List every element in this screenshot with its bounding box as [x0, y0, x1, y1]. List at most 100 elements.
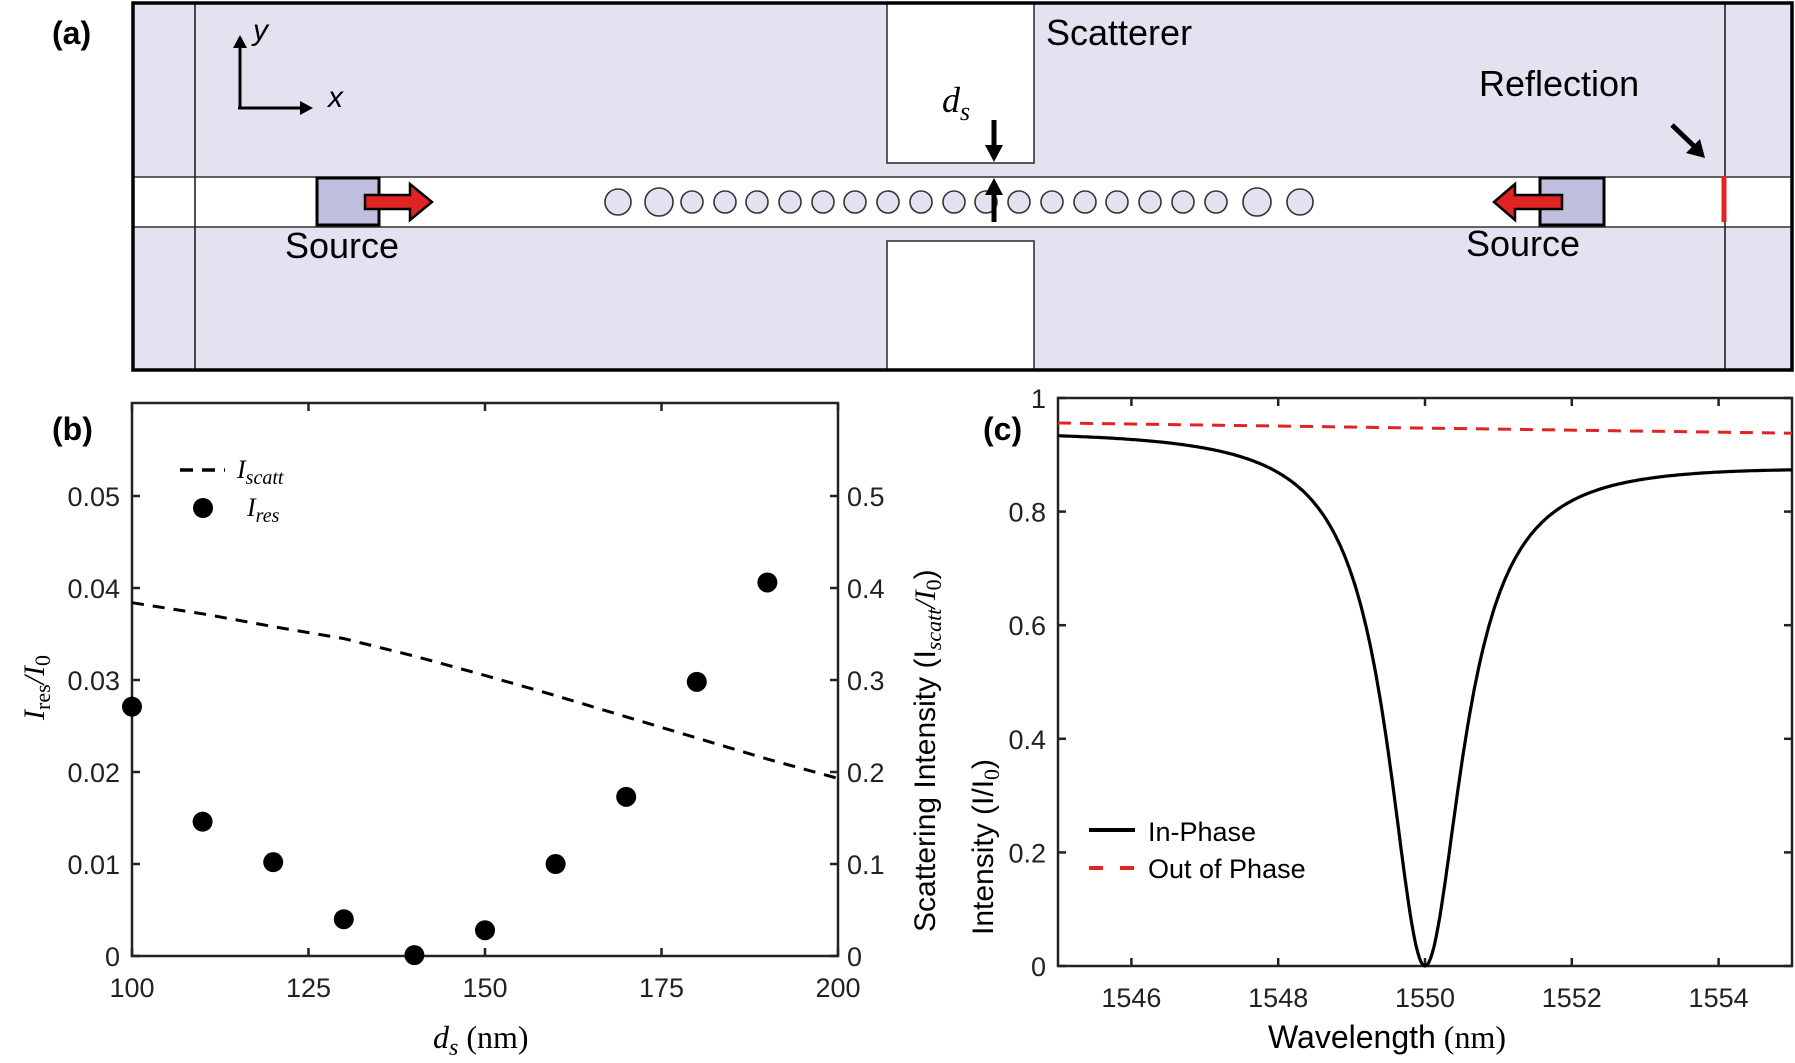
plot-b-ticks	[130, 403, 840, 958]
simulation-frame	[131, 1, 1794, 372]
reflection-pointer-arrow-icon	[1670, 123, 1705, 158]
x-tick-label: 1546	[1101, 983, 1161, 1013]
ires-marker	[686, 671, 707, 692]
source-right-label: Source	[1466, 223, 1580, 264]
plot-c-y-tick-labels: 0 0.2 0.4 0.6 0.8 1	[1008, 384, 1046, 982]
left-y-tick-label: 0.05	[67, 482, 120, 512]
x-tick-label: 1554	[1689, 983, 1749, 1013]
scatterer-label: Scatterer	[1046, 12, 1192, 53]
scatterer-top	[886, 2, 1035, 164]
x-tick-label: 1550	[1395, 983, 1455, 1013]
right-y-tick-label: 0.1	[847, 850, 885, 880]
x-tick-label: 175	[639, 973, 684, 1003]
plot-b-xlabel: ds (nm)	[433, 1019, 529, 1061]
ires-marker	[192, 811, 213, 832]
x-tick-label: 125	[286, 973, 331, 1003]
plot-c-xlabel: Wavelength (nm)	[1268, 1019, 1506, 1055]
plot-c-legend: In-Phase Out of Phase	[1089, 817, 1306, 884]
hole	[1286, 188, 1314, 216]
hole	[1204, 190, 1228, 214]
source-left-label: Source	[285, 225, 399, 266]
reflection-label: Reflection	[1479, 63, 1639, 104]
y-tick-label: 1	[1031, 384, 1046, 414]
panel-b-label: (b)	[52, 411, 93, 447]
left-y-tick-label: 0.04	[67, 574, 120, 604]
source-left	[315, 176, 381, 227]
hole	[876, 190, 900, 214]
coordinate-axes-icon	[233, 35, 313, 115]
x-tick-label: 150	[462, 973, 507, 1003]
hole	[1138, 190, 1162, 214]
legend-out-of-phase-label: Out of Phase	[1148, 854, 1306, 884]
hole	[745, 190, 769, 214]
hole	[713, 190, 737, 214]
hole	[1073, 190, 1097, 214]
legend-iscatt-label: Iscatt	[236, 455, 284, 489]
right-y-tick-label: 0	[847, 942, 862, 972]
hole	[1242, 187, 1272, 217]
ires-marker	[545, 854, 566, 874]
legend-marker-icon	[193, 498, 213, 518]
plot-b-right-y-tick-labels: 0 0.1 0.2 0.3 0.4 0.5	[847, 482, 885, 972]
right-y-tick-label: 0.3	[847, 666, 885, 696]
plot-b-left-ylabel: Ires/I0	[18, 655, 55, 721]
legend-ires-label: Ires	[246, 493, 280, 527]
source-right-arrow-icon	[1492, 181, 1564, 223]
hole	[604, 188, 632, 216]
ires-marker	[475, 920, 495, 941]
plot-c-ylabel: Intensity (I/I0)	[967, 759, 1004, 935]
left-y-tick-label: 0	[105, 942, 120, 972]
ires-marker	[263, 852, 284, 873]
plot-b-x-tick-labels: 100 125 150 175 200	[109, 973, 860, 1003]
in-phase-line	[1058, 434, 1792, 968]
axis-y-label: y	[251, 14, 270, 47]
axis-x-label: x	[326, 81, 344, 114]
right-y-tick-label: 0.4	[847, 574, 885, 604]
left-y-tick-label: 0.01	[67, 850, 120, 880]
hole	[942, 190, 966, 214]
hole	[909, 190, 933, 214]
hole	[680, 190, 704, 214]
hole	[1171, 190, 1195, 214]
hole	[843, 190, 867, 214]
ires-marker	[757, 572, 778, 593]
y-tick-label: 0.2	[1008, 838, 1046, 868]
x-tick-label: 100	[109, 973, 154, 1003]
left-y-tick-label: 0.02	[67, 758, 120, 788]
photonic-crystal-holes	[604, 187, 1314, 217]
panel-a-label: (a)	[52, 15, 91, 51]
x-tick-label: 1552	[1542, 983, 1602, 1013]
plot-b-legend: Iscatt Ires	[180, 455, 284, 527]
y-tick-label: 0	[1031, 952, 1046, 982]
source-left-arrow-icon	[363, 181, 434, 223]
ires-marker	[404, 945, 425, 966]
panel-c-label: (c)	[983, 411, 1022, 447]
y-tick-label: 0.8	[1008, 498, 1046, 528]
right-y-tick-label: 0.2	[847, 758, 885, 788]
left-y-tick-label: 0.03	[67, 666, 120, 696]
ds-label: ds	[942, 80, 970, 126]
hole	[644, 187, 674, 217]
hole	[1040, 190, 1064, 214]
x-tick-label: 200	[815, 973, 860, 1003]
ires-markers	[122, 572, 778, 966]
x-tick-label: 1548	[1248, 983, 1308, 1013]
hole	[1007, 190, 1031, 214]
y-tick-label: 0.6	[1008, 611, 1046, 641]
plot-b-left-y-tick-labels: 0 0.01 0.02 0.03 0.04 0.05	[67, 482, 120, 972]
out-of-phase-line	[1057, 421, 1793, 435]
iscatt-dashed-line	[131, 601, 839, 780]
ires-marker	[333, 909, 354, 930]
hole	[1105, 190, 1129, 214]
panel-b: (b) 100 125 150 175 200 0 0.01 0.02 0.03 0.04 0.0…	[18, 401, 946, 1061]
right-y-tick-label: 0.5	[847, 482, 885, 512]
hole	[811, 190, 835, 214]
hole	[778, 190, 802, 214]
plot-c-x-tick-labels: 1546 1548 1550 1552 1554	[1101, 983, 1748, 1013]
ds-gap-arrows-icon	[985, 120, 1003, 222]
legend-in-phase-label: In-Phase	[1148, 817, 1256, 847]
ires-marker	[122, 696, 142, 717]
plot-b-right-ylabel: Scattering Intensity (Iscatt/I0)	[909, 569, 946, 932]
scatterer-bottom	[886, 240, 1035, 371]
